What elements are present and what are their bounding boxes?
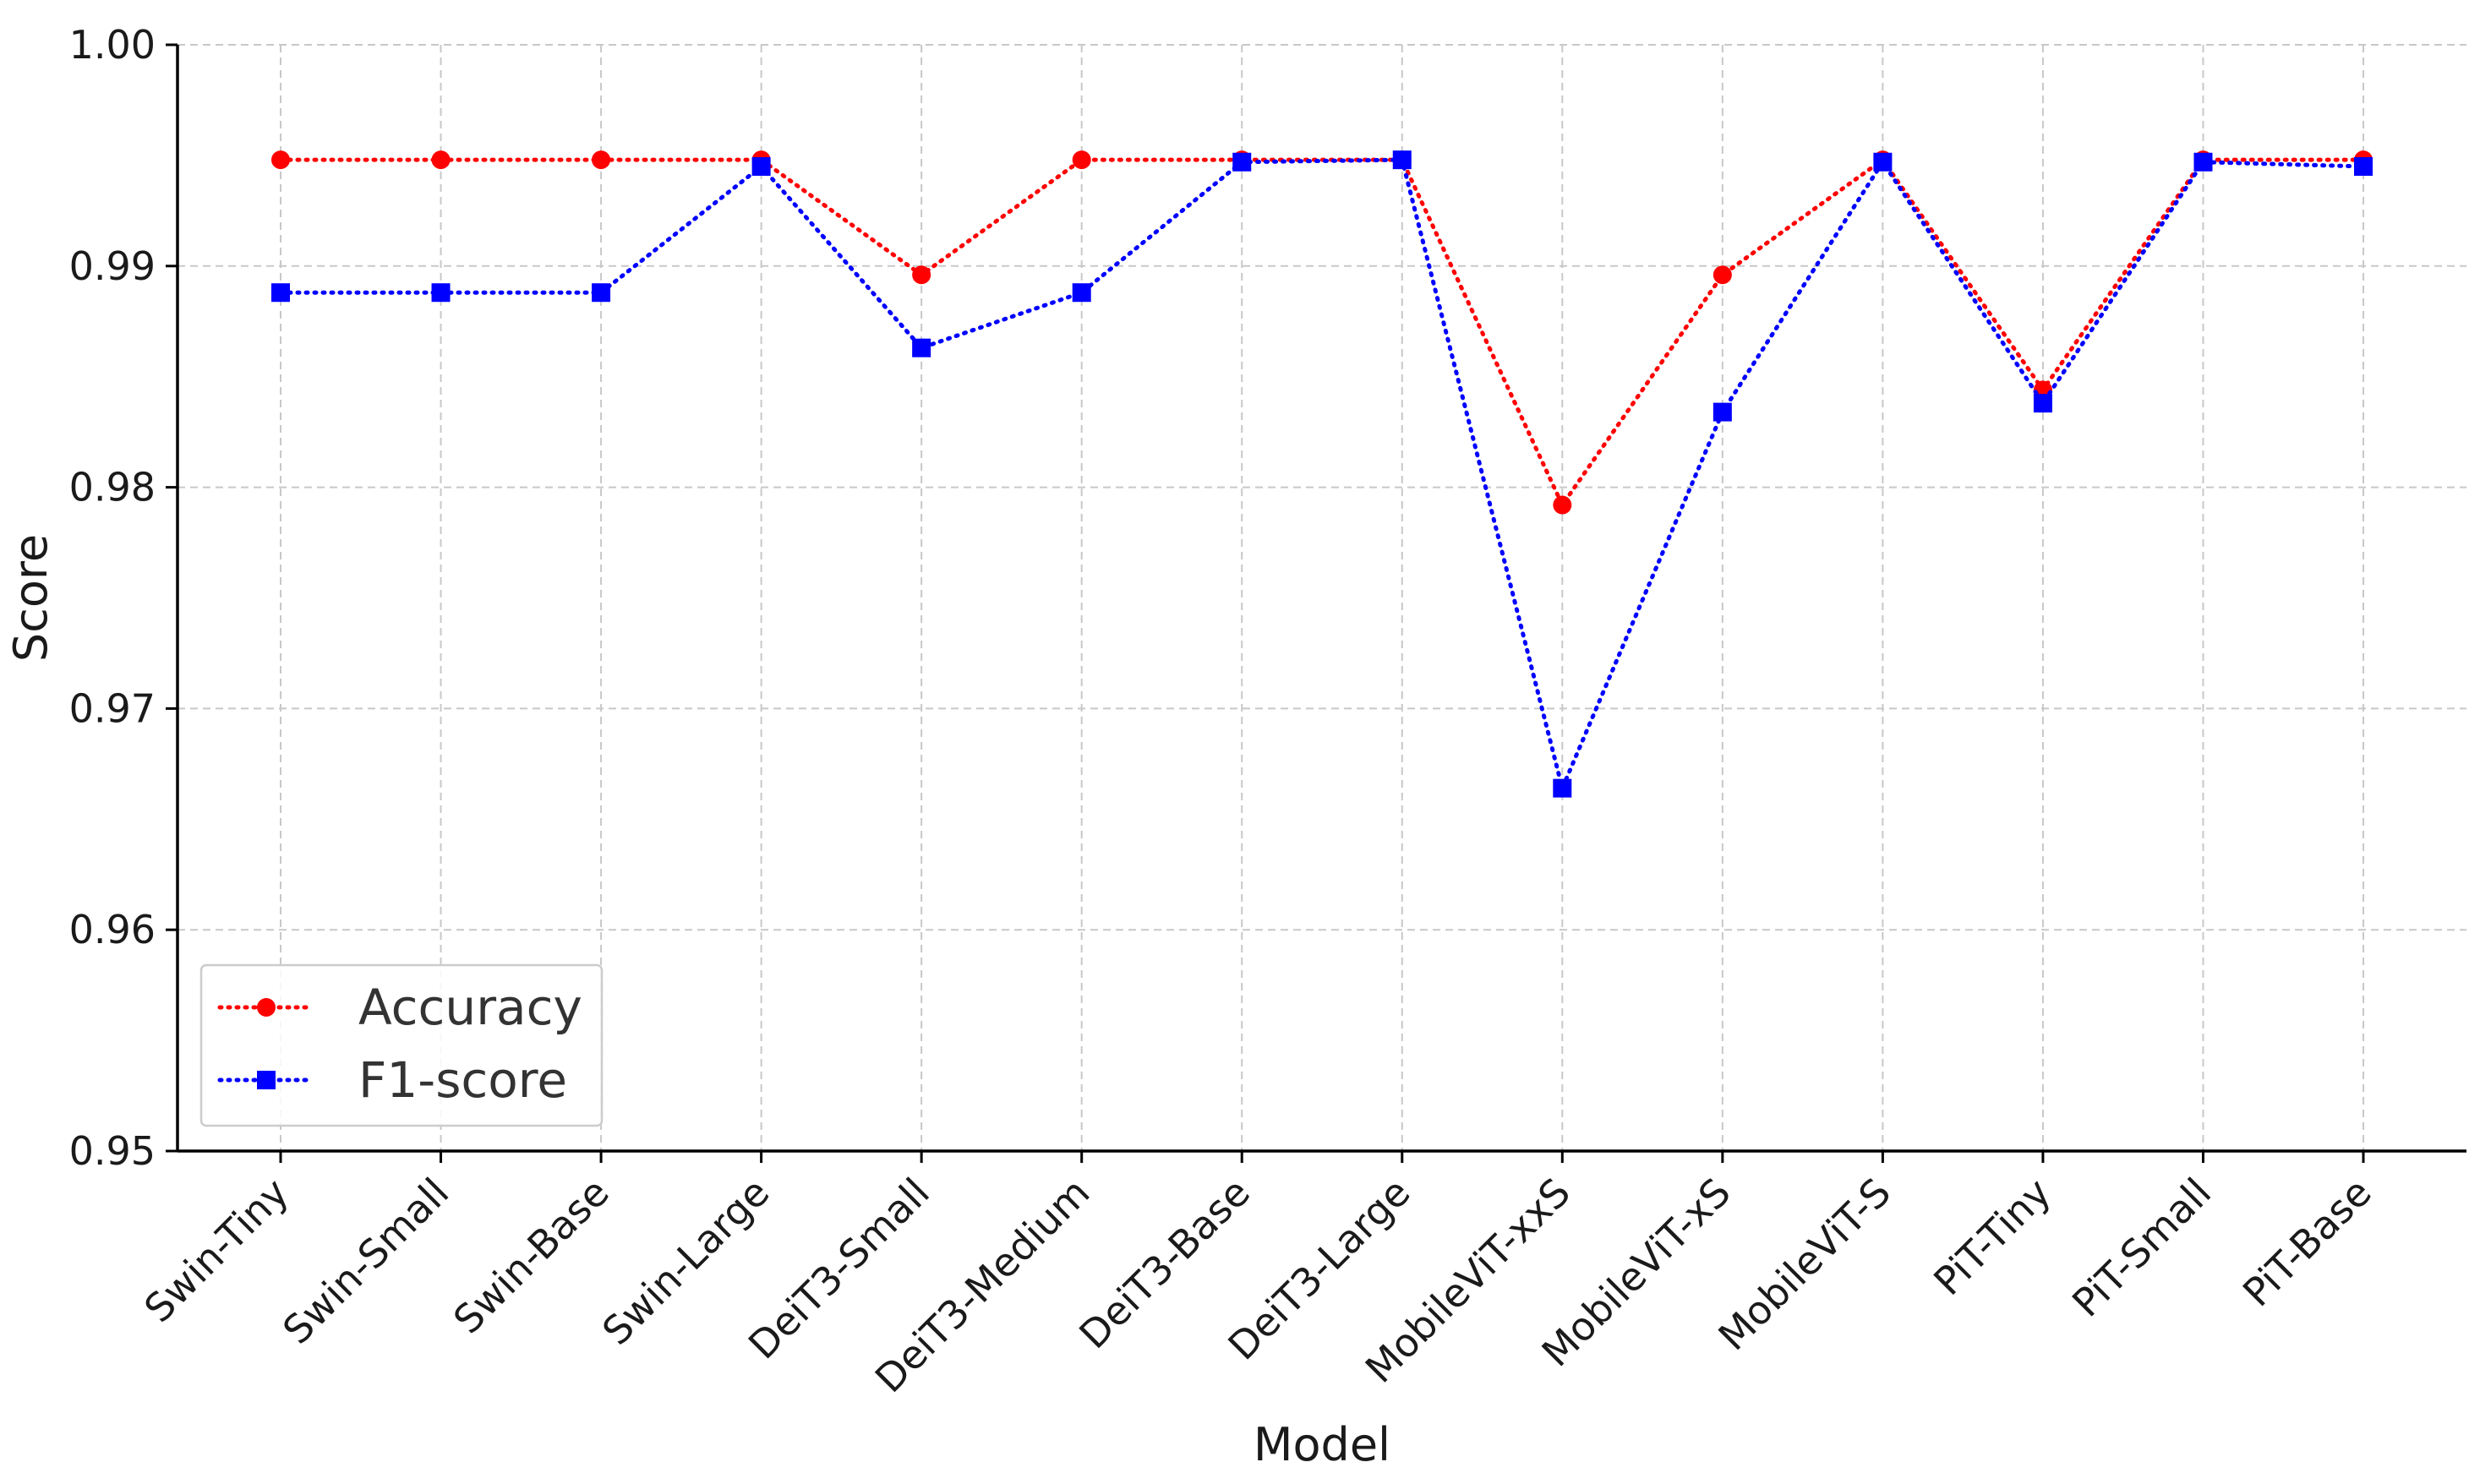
data-point-circle bbox=[271, 150, 290, 170]
data-point-square bbox=[2354, 156, 2373, 176]
y-tick-label: 0.98 bbox=[69, 465, 156, 510]
x-tick-label: PiT-Small bbox=[2063, 1170, 2220, 1326]
data-point-square bbox=[271, 283, 290, 303]
data-point-square bbox=[1553, 778, 1572, 798]
series-line bbox=[278, 157, 2366, 795]
legend-circle-marker bbox=[257, 998, 276, 1017]
data-point-square bbox=[592, 283, 611, 303]
series-f1-score bbox=[271, 150, 2373, 798]
data-point-circle bbox=[431, 150, 451, 170]
data-point-square bbox=[1873, 152, 1893, 172]
data-point-square bbox=[1232, 152, 1252, 172]
data-point-circle bbox=[1072, 150, 1091, 170]
data-point-square bbox=[751, 156, 771, 176]
grid bbox=[178, 44, 2466, 1151]
legend-label: Accuracy bbox=[358, 979, 582, 1036]
series-line bbox=[278, 156, 2366, 510]
y-tick-label: 1.00 bbox=[69, 22, 156, 68]
data-point-square bbox=[1392, 150, 1412, 170]
data-point-circle bbox=[1553, 495, 1572, 515]
y-axis-title: Score bbox=[4, 534, 57, 662]
x-axis-title: Model bbox=[1254, 1418, 1390, 1471]
x-tick-label: Swin-Small bbox=[274, 1170, 457, 1353]
legend-box bbox=[199, 963, 604, 1127]
data-point-square bbox=[1713, 402, 1732, 422]
legend-label: F1-score bbox=[358, 1051, 567, 1109]
legend-item: Accuracy bbox=[217, 979, 582, 1036]
data-point-circle bbox=[912, 265, 931, 285]
data-point-square bbox=[2193, 152, 2213, 172]
data-point-square bbox=[2033, 394, 2052, 413]
axes: 0.95 0.96 0.97 0.98 0.99 1.00 Swin-TinySwin-Sm… bbox=[69, 22, 2466, 1401]
data-point-circle bbox=[1713, 265, 1732, 285]
x-tick-label: PiT-Base bbox=[2234, 1170, 2380, 1316]
data-point-square bbox=[1072, 283, 1091, 303]
series-layer bbox=[271, 150, 2373, 798]
y-tick-label: 0.95 bbox=[69, 1128, 156, 1174]
y-tick-label: 0.99 bbox=[69, 243, 156, 289]
data-point-square bbox=[431, 283, 451, 303]
data-point-circle bbox=[592, 150, 611, 170]
legend: Accuracy F1-score bbox=[199, 963, 604, 1127]
x-tick-label: PiT-Tiny bbox=[1925, 1170, 2060, 1305]
series-accuracy bbox=[271, 150, 2373, 515]
y-tick-label: 0.96 bbox=[69, 907, 156, 952]
legend-square-marker bbox=[257, 1071, 276, 1089]
y-tick-label: 0.97 bbox=[69, 685, 156, 731]
x-tick-label: Swin-Base bbox=[445, 1170, 618, 1343]
data-point-square bbox=[912, 338, 931, 357]
legend-item: F1-score bbox=[217, 1051, 567, 1109]
x-tick-label: Swin-Tiny bbox=[135, 1170, 298, 1332]
x-tick-label: MobileViT-S bbox=[1709, 1170, 1899, 1360]
